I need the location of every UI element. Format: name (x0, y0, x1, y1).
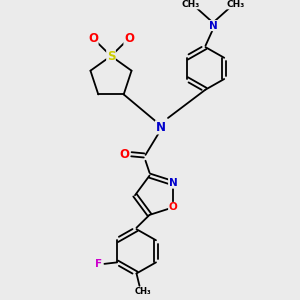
Text: N: N (155, 121, 166, 134)
Text: N: N (208, 21, 217, 31)
Text: CH₃: CH₃ (135, 287, 152, 296)
Text: O: O (124, 32, 134, 45)
Text: O: O (169, 202, 177, 212)
Text: CH₃: CH₃ (182, 0, 200, 9)
Text: F: F (95, 259, 102, 269)
Text: O: O (119, 148, 130, 161)
Text: S: S (107, 50, 115, 62)
Text: O: O (88, 32, 98, 45)
Text: CH₃: CH₃ (226, 0, 244, 9)
Text: N: N (169, 178, 177, 188)
